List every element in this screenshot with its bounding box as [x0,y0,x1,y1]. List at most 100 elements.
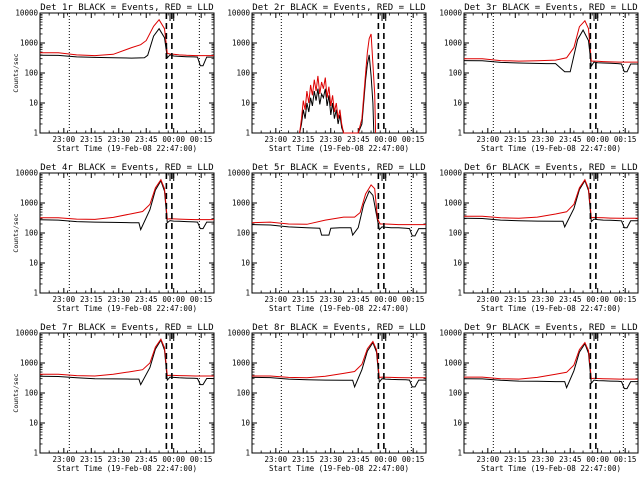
series-lld-line [464,178,638,219]
x-tick-label: 00:00 [374,455,397,464]
y-tick-label: 100 [24,229,38,238]
x-tick-label: 23:00 [265,295,288,304]
x-tick-label: 23:45 [347,135,370,144]
x-tick-label: 00:15 [402,135,425,144]
x-tick-label: 23:00 [265,455,288,464]
panel-5: Det 5r BLACK = Events, RED = LLD 1 10 100 10… [227,163,427,313]
y-tick-label: 1000 [444,199,463,208]
y-tick-label: 100 [448,389,462,398]
x-tick-label: 00:15 [190,455,213,464]
panel-1: Det 1r BLACK = Events, RED = LLD 1 10 100 10… [12,3,215,153]
x-tick-label: 23:30 [107,295,130,304]
x-tick-label: 00:00 [374,295,397,304]
x-tick-label: 23:30 [107,455,130,464]
series-events-line [463,29,638,73]
plot-frame [39,332,215,454]
series-events-line [39,338,214,386]
x-axis-label: Start Time (19-Feb-08 22:47:00) [57,144,197,153]
y-tick-label: 10 [241,99,251,108]
x-tick-label: 23:15 [292,295,315,304]
y-tick-label: 100 [24,389,38,398]
panel-2: Det 2r BLACK = Events, RED = LLD 1 10 100 10… [227,3,427,153]
plot-frame [251,332,427,454]
x-tick-label: 23:45 [559,455,582,464]
y-tick-label: 1 [33,129,38,138]
y-tick-label: 10000 [227,329,250,338]
plot-frame [251,172,427,294]
y-tick-label: 10 [241,259,251,268]
y-axis-label: Counts/sec [12,373,20,412]
x-tick-label: 23:00 [53,455,76,464]
series-events-line [463,179,638,229]
y-tick-label: 1000 [444,359,463,368]
y-tick-label: 1000 [20,39,39,48]
y-axis-label: Counts/sec [12,53,20,92]
y-tick-label: 10 [453,259,463,268]
plot-frame [463,12,639,134]
x-tick-label: 23:15 [80,135,103,144]
panel-6: Det 6r BLACK = Events, RED = LLD 1 10 100 10… [439,163,639,313]
y-tick-label: 10000 [227,169,250,178]
x-tick-label: 23:15 [504,455,527,464]
x-tick-label: 23:30 [107,135,130,144]
x-tick-label: 23:00 [53,295,76,304]
y-tick-label: 10 [29,259,39,268]
x-tick-label: 00:15 [190,135,213,144]
x-tick-label: 23:15 [80,455,103,464]
y-tick-label: 1000 [232,359,251,368]
y-tick-label: 10 [241,419,251,428]
x-tick-label: 00:00 [586,135,609,144]
y-tick-label: 1000 [232,199,251,208]
series-lld-line [251,184,426,226]
y-tick-label: 1 [457,449,462,458]
x-tick-label: 23:45 [559,295,582,304]
y-tick-label: 100 [24,69,38,78]
x-tick-label: 23:30 [319,135,342,144]
y-tick-label: 10000 [15,329,38,338]
x-tick-label: 23:45 [559,135,582,144]
x-axis-label: Start Time (19-Feb-08 22:47:00) [481,464,621,473]
plot-frame [39,172,215,294]
x-tick-label: 00:15 [614,455,637,464]
y-tick-label: 10000 [439,169,462,178]
series-events-line [39,179,214,232]
y-tick-label: 1 [33,449,38,458]
series-events-line [251,341,426,389]
x-tick-label: 23:30 [531,135,554,144]
y-tick-label: 100 [448,69,462,78]
series-lld-line [464,19,638,63]
y-tick-label: 10 [29,419,39,428]
series-events-line [251,190,426,237]
x-tick-label: 00:15 [614,295,637,304]
x-tick-label: 00:00 [162,455,185,464]
x-tick-label: 00:15 [190,295,213,304]
y-tick-label: 100 [236,229,250,238]
x-axis-label: Start Time (19-Feb-08 22:47:00) [269,304,409,313]
x-tick-label: 23:15 [292,135,315,144]
series-lld-line [40,18,214,57]
x-tick-label: 23:30 [319,295,342,304]
series-lld-line [299,33,377,134]
y-tick-label: 1000 [444,39,463,48]
panel-title: Det 9r BLACK = Events, RED = LLD [464,323,637,333]
panel-title: Det 4r BLACK = Events, RED = LLD [40,163,213,173]
y-tick-label: 10000 [15,9,38,18]
series-lld-line [40,178,214,221]
panel-3: Det 3r BLACK = Events, RED = LLD 1 10 100 10… [439,3,639,153]
x-tick-label: 23:30 [531,295,554,304]
x-axis-label: Start Time (19-Feb-08 22:47:00) [269,144,409,153]
y-tick-label: 1 [33,289,38,298]
x-axis-label: Start Time (19-Feb-08 22:47:00) [57,304,197,313]
panel-title: Det 3r BLACK = Events, RED = LLD [464,3,637,13]
x-tick-label: 23:00 [477,455,500,464]
x-tick-label: 23:00 [477,135,500,144]
y-tick-label: 1000 [20,359,39,368]
plot-frame [463,172,639,294]
x-tick-label: 00:00 [586,295,609,304]
x-tick-label: 23:45 [135,295,158,304]
x-tick-label: 00:15 [402,455,425,464]
x-tick-label: 23:45 [347,295,370,304]
x-tick-label: 23:00 [477,295,500,304]
y-tick-label: 10000 [15,169,38,178]
x-axis-label: Start Time (19-Feb-08 22:47:00) [269,464,409,473]
